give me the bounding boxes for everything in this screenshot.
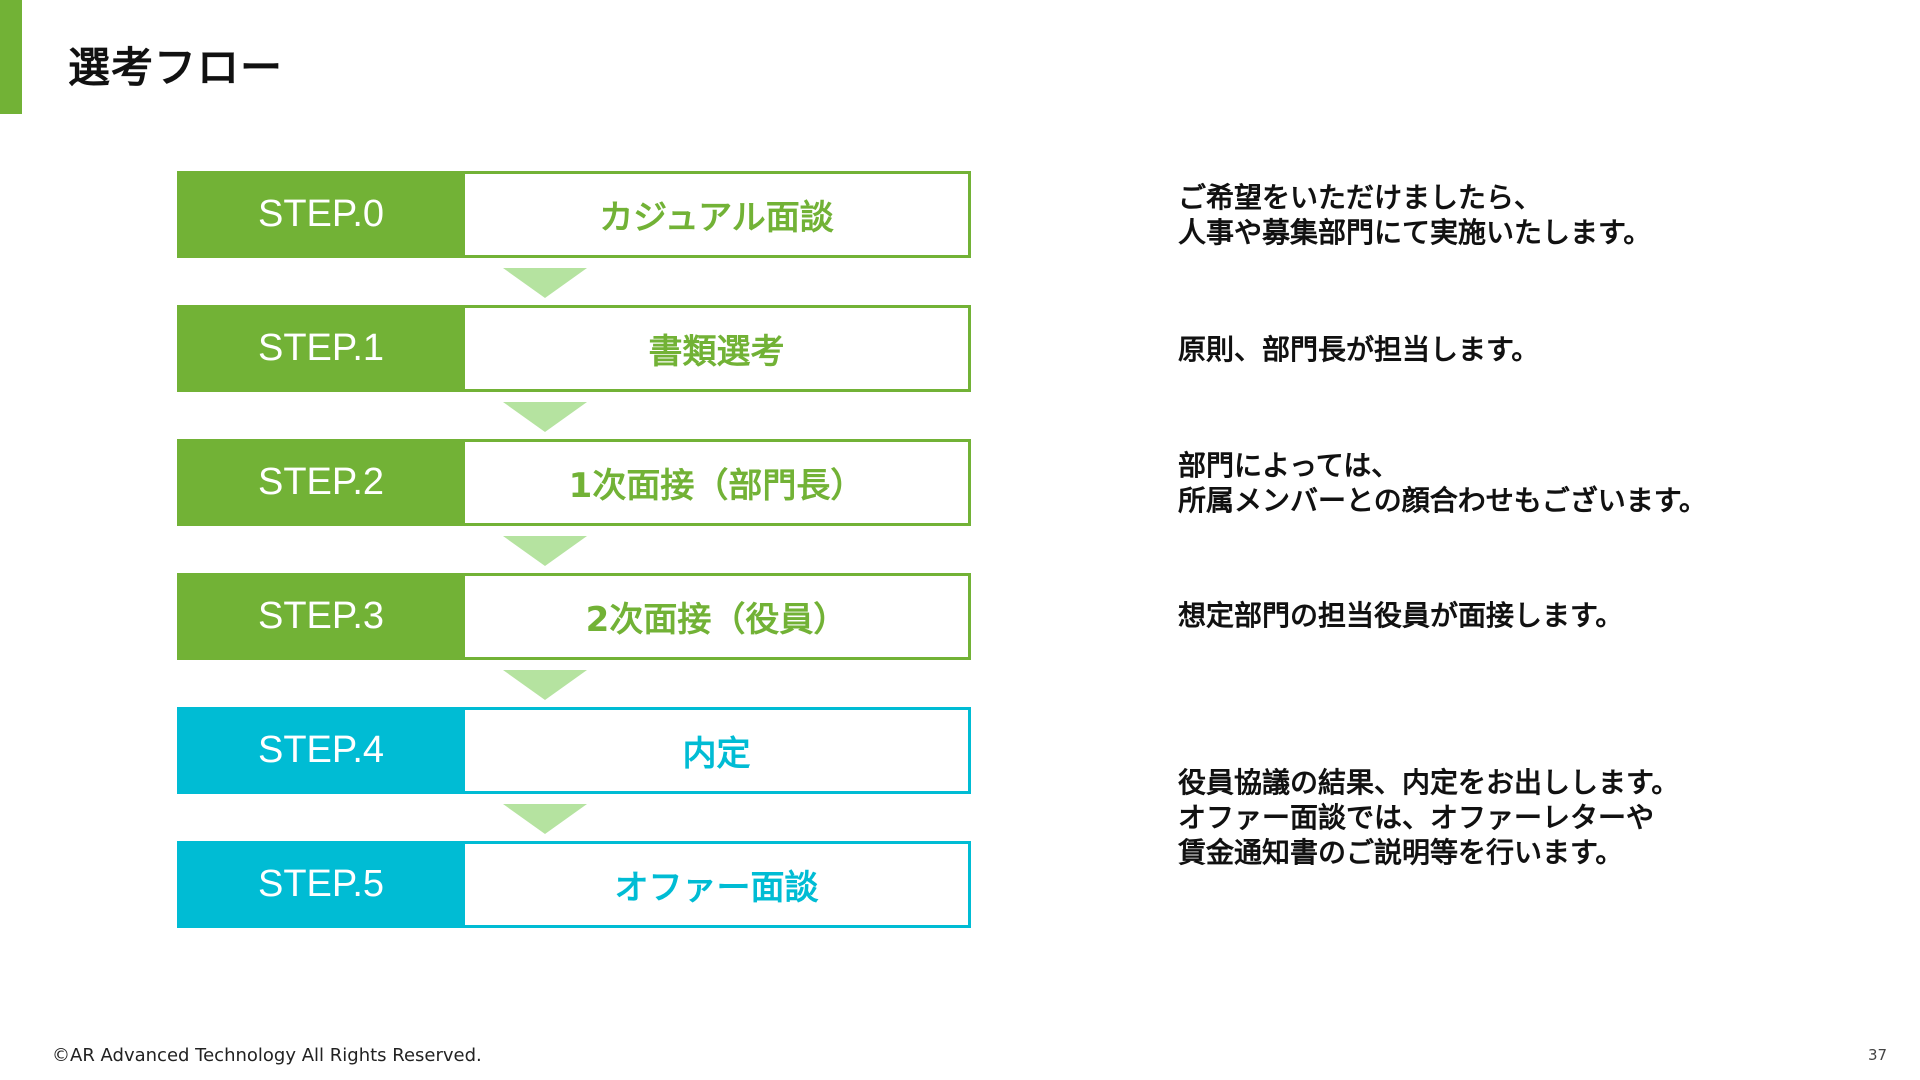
- step-name: 内定: [465, 707, 971, 794]
- copyright-footer: ©AR Advanced Technology All Rights Reser…: [52, 1045, 482, 1066]
- step-label: STEP.3: [177, 573, 465, 660]
- step-name: オファー面談: [465, 841, 971, 928]
- step-4-5-description: 役員協議の結果、内定をお出しします。 オファー面談では、オファーレターや 賃金通…: [1178, 766, 1680, 869]
- step-row-0: STEP.0 カジュアル面談: [177, 171, 971, 258]
- page-number: 37: [1868, 1046, 1888, 1064]
- step-label: STEP.2: [177, 439, 465, 526]
- down-arrow-icon: [503, 268, 587, 298]
- down-arrow-icon: [503, 536, 587, 566]
- title-accent-bar: [0, 0, 22, 114]
- step-name: 1次面接（部門長）: [465, 439, 971, 526]
- page-title: 選考フロー: [68, 43, 284, 92]
- step-0-description: ご希望をいただけましたら、 人事や募集部門にて実施いたします。: [1178, 181, 1652, 249]
- step-label: STEP.0: [177, 171, 465, 258]
- down-arrow-icon: [503, 804, 587, 834]
- down-arrow-icon: [503, 402, 587, 432]
- step-name: 2次面接（役員）: [465, 573, 971, 660]
- step-2-description: 部門によっては、 所属メンバーとの顔合わせもございます。: [1178, 449, 1707, 517]
- down-arrow-icon: [503, 670, 587, 700]
- step-row-3: STEP.3 2次面接（役員）: [177, 573, 971, 660]
- step-label: STEP.1: [177, 305, 465, 392]
- step-1-description: 原則、部門長が担当します。: [1178, 333, 1540, 366]
- step-name: 書類選考: [465, 305, 971, 392]
- step-label: STEP.5: [177, 841, 465, 928]
- step-label: STEP.4: [177, 707, 465, 794]
- step-row-4: STEP.4 内定: [177, 707, 971, 794]
- step-3-description: 想定部門の担当役員が面接します。: [1178, 599, 1624, 632]
- step-row-1: STEP.1 書類選考: [177, 305, 971, 392]
- step-row-2: STEP.2 1次面接（部門長）: [177, 439, 971, 526]
- step-row-5: STEP.5 オファー面談: [177, 841, 971, 928]
- step-name: カジュアル面談: [465, 171, 971, 258]
